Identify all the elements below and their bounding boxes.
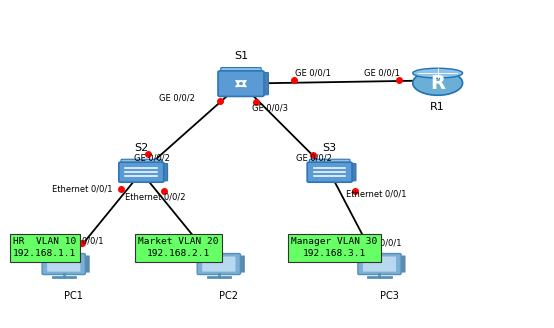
FancyBboxPatch shape	[119, 162, 164, 182]
FancyBboxPatch shape	[238, 256, 245, 273]
Text: Ethernet 0/0/1: Ethernet 0/0/1	[341, 238, 402, 247]
Text: GE 0/0/3: GE 0/0/3	[252, 103, 288, 112]
FancyBboxPatch shape	[358, 254, 401, 275]
FancyBboxPatch shape	[121, 159, 162, 164]
Text: Ethernet 0/0/1: Ethernet 0/0/1	[43, 236, 104, 246]
Text: Ethernet 0/0/1: Ethernet 0/0/1	[155, 239, 216, 248]
FancyBboxPatch shape	[349, 164, 356, 181]
Text: PC3: PC3	[380, 291, 399, 301]
Text: GE 0/0/2: GE 0/0/2	[296, 154, 332, 163]
FancyBboxPatch shape	[47, 256, 80, 272]
Text: PC1: PC1	[64, 291, 83, 301]
Text: GE 0/0/2: GE 0/0/2	[160, 94, 195, 103]
FancyBboxPatch shape	[197, 254, 240, 275]
FancyBboxPatch shape	[220, 68, 261, 73]
FancyBboxPatch shape	[363, 256, 396, 272]
FancyBboxPatch shape	[161, 164, 168, 181]
Text: Market VLAN 20
192.168.2.1: Market VLAN 20 192.168.2.1	[138, 237, 219, 258]
Text: Manager VLAN 30
192.168.3.1: Manager VLAN 30 192.168.3.1	[291, 237, 378, 258]
FancyBboxPatch shape	[307, 162, 352, 182]
FancyBboxPatch shape	[218, 71, 264, 96]
Text: Ethernet 0/0/1: Ethernet 0/0/1	[346, 189, 407, 198]
Text: Ethernet 0/0/1: Ethernet 0/0/1	[52, 184, 112, 194]
Text: S2: S2	[134, 143, 148, 153]
Ellipse shape	[413, 71, 463, 95]
Text: S1: S1	[234, 51, 248, 61]
Ellipse shape	[413, 68, 463, 78]
Text: Ethernet 0/0/2: Ethernet 0/0/2	[125, 192, 186, 201]
Text: S3: S3	[322, 143, 337, 153]
FancyBboxPatch shape	[309, 159, 350, 164]
FancyBboxPatch shape	[83, 256, 90, 273]
Text: R1: R1	[430, 102, 445, 112]
Text: GE 0/0/1: GE 0/0/1	[295, 68, 331, 77]
FancyBboxPatch shape	[42, 254, 85, 275]
Text: HR  VLAN 10
192.168.1.1: HR VLAN 10 192.168.1.1	[13, 237, 76, 258]
FancyBboxPatch shape	[202, 256, 235, 272]
Text: PC2: PC2	[219, 291, 238, 301]
Text: GE 0/0/2: GE 0/0/2	[135, 154, 170, 163]
FancyBboxPatch shape	[399, 256, 406, 273]
Text: R: R	[430, 74, 445, 93]
Text: GE 0/0/1: GE 0/0/1	[365, 68, 400, 77]
FancyBboxPatch shape	[261, 72, 269, 95]
